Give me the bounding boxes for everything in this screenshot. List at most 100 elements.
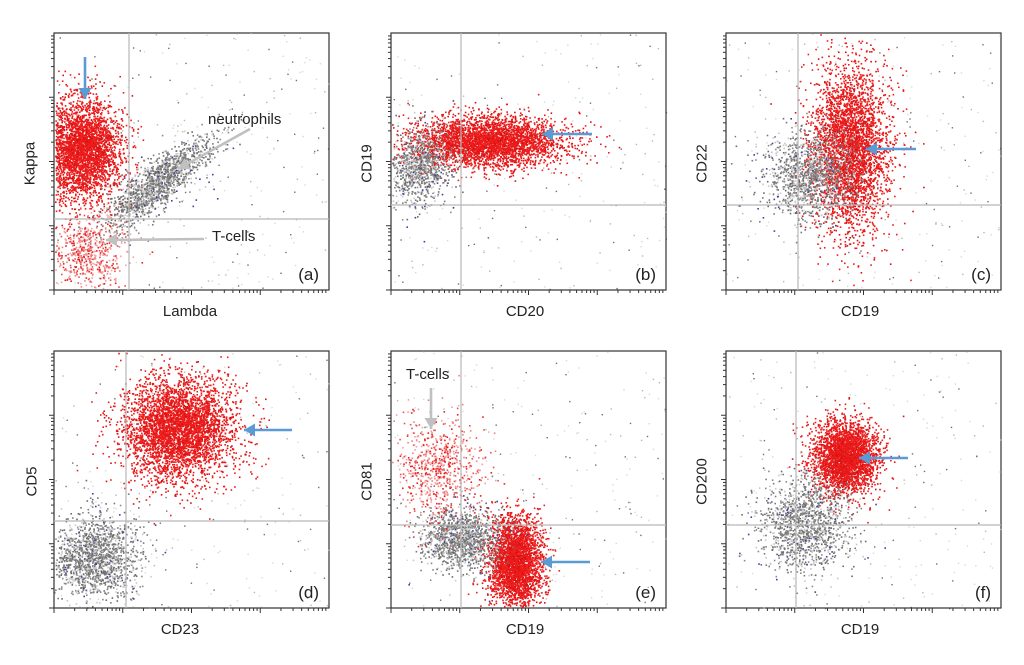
event-dot xyxy=(240,244,243,246)
event-dot xyxy=(96,176,98,178)
event-dot xyxy=(86,130,89,132)
event-dot xyxy=(193,143,195,145)
event-dot xyxy=(73,177,75,179)
event-dot xyxy=(182,152,184,155)
event-dot xyxy=(83,177,85,180)
event-dot xyxy=(207,152,210,155)
event-dot xyxy=(95,106,98,109)
event-dot xyxy=(86,166,88,169)
event-dot xyxy=(89,128,91,131)
event-dot xyxy=(104,120,107,123)
event-dot xyxy=(176,99,179,102)
event-dot xyxy=(102,154,104,156)
event-dot xyxy=(152,168,154,170)
event-dot xyxy=(200,136,202,139)
event-dot xyxy=(97,104,99,106)
event-dot xyxy=(62,140,65,143)
event-dot xyxy=(126,145,129,147)
event-dot xyxy=(89,237,91,240)
event-dot xyxy=(137,132,139,134)
event-dot xyxy=(152,154,155,157)
event-dot xyxy=(96,177,98,180)
event-dot xyxy=(92,173,94,175)
event-dot xyxy=(133,141,135,144)
event-dot xyxy=(150,189,153,192)
event-dot xyxy=(69,152,71,155)
event-dot xyxy=(108,144,111,146)
event-dot xyxy=(56,172,58,175)
event-dot xyxy=(162,186,164,189)
event-dot xyxy=(95,123,97,125)
event-dot xyxy=(76,156,79,159)
event-dot xyxy=(133,185,135,187)
event-dot xyxy=(55,210,58,213)
event-dot xyxy=(181,160,184,162)
event-dot xyxy=(168,187,170,190)
event-dot xyxy=(56,149,58,152)
event-dot xyxy=(81,149,83,152)
event-dot xyxy=(71,111,73,113)
event-dot xyxy=(228,64,230,66)
event-dot xyxy=(167,171,170,173)
event-dot xyxy=(173,163,176,166)
event-dot xyxy=(125,192,127,194)
event-dot xyxy=(71,113,73,115)
event-dot xyxy=(56,177,58,179)
event-dot xyxy=(125,141,127,144)
event-dot xyxy=(98,104,100,106)
event-dot xyxy=(159,182,161,184)
event-dot xyxy=(294,133,296,135)
event-dot xyxy=(60,111,62,114)
event-dot xyxy=(153,200,155,203)
event-dot xyxy=(82,158,85,160)
event-dot xyxy=(82,106,85,109)
event-dot xyxy=(60,172,62,175)
event-dot xyxy=(89,99,92,102)
event-dot xyxy=(76,144,79,146)
event-dot xyxy=(74,155,77,157)
event-dot xyxy=(64,184,67,186)
event-dot xyxy=(112,120,114,122)
event-dot xyxy=(118,189,120,191)
event-dot xyxy=(153,179,156,182)
event-dot xyxy=(93,136,96,138)
event-dot xyxy=(152,205,154,208)
event-dot xyxy=(107,130,109,132)
event-dot xyxy=(139,198,142,200)
event-dot xyxy=(85,249,87,251)
event-dot xyxy=(61,147,64,150)
event-dot xyxy=(165,197,167,200)
event-dot xyxy=(126,113,128,116)
event-dot xyxy=(146,192,148,194)
event-dot xyxy=(117,133,120,135)
event-dot xyxy=(59,109,61,112)
event-dot xyxy=(82,127,84,129)
event-dot xyxy=(114,121,117,124)
event-dot xyxy=(129,193,132,195)
event-dot xyxy=(162,151,164,154)
event-dot xyxy=(259,215,261,218)
event-dot xyxy=(112,184,115,186)
event-dot xyxy=(82,165,84,167)
event-dot xyxy=(108,162,110,164)
event-dot xyxy=(85,146,88,149)
event-dot xyxy=(129,210,131,212)
event-dot xyxy=(141,195,144,197)
event-dot xyxy=(106,157,109,159)
event-dot xyxy=(68,141,71,143)
event-dot xyxy=(56,148,58,151)
event-dot xyxy=(88,169,90,172)
event-dot xyxy=(209,157,211,159)
event-dot xyxy=(125,190,127,193)
event-dot xyxy=(100,138,103,141)
event-dot xyxy=(89,92,92,94)
event-dot xyxy=(93,145,95,148)
event-dot xyxy=(75,120,77,122)
event-dot xyxy=(125,211,128,214)
event-dot xyxy=(151,191,154,193)
event-dot xyxy=(81,109,83,111)
event-dot xyxy=(101,127,104,129)
event-dot xyxy=(70,223,73,226)
event-dot xyxy=(151,184,153,187)
event-dot xyxy=(101,119,104,122)
